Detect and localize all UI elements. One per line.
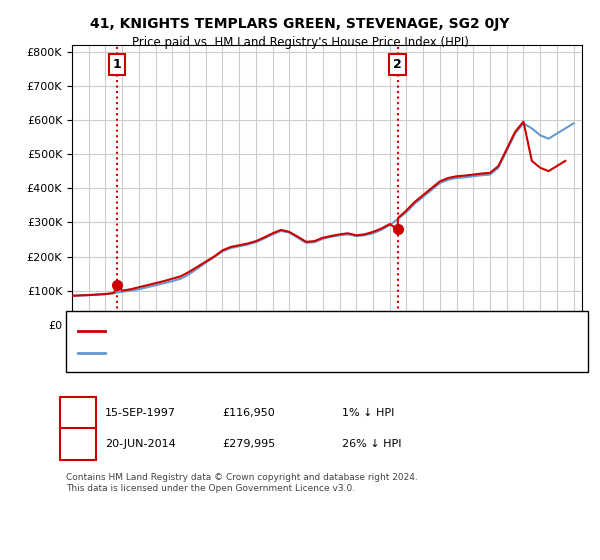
Text: 1: 1 (74, 407, 82, 420)
Text: Contains HM Land Registry data © Crown copyright and database right 2024.
This d: Contains HM Land Registry data © Crown c… (66, 473, 418, 493)
Text: 20-JUN-2014: 20-JUN-2014 (105, 439, 176, 449)
Text: 2: 2 (74, 437, 82, 451)
Text: £116,950: £116,950 (222, 408, 275, 418)
Text: 41, KNIGHTS TEMPLARS GREEN, STEVENAGE, SG2 0JY: 41, KNIGHTS TEMPLARS GREEN, STEVENAGE, S… (90, 17, 510, 31)
Text: 1: 1 (113, 58, 122, 71)
Text: £279,995: £279,995 (222, 439, 275, 449)
Text: 2: 2 (393, 58, 402, 71)
Text: HPI: Average price, detached house, Stevenage: HPI: Average price, detached house, Stev… (108, 348, 341, 358)
Text: 15-SEP-1997: 15-SEP-1997 (105, 408, 176, 418)
Text: 26% ↓ HPI: 26% ↓ HPI (342, 439, 401, 449)
Text: 41, KNIGHTS TEMPLARS GREEN, STEVENAGE, SG2 0JY (detached house): 41, KNIGHTS TEMPLARS GREEN, STEVENAGE, S… (108, 325, 460, 335)
Text: Price paid vs. HM Land Registry's House Price Index (HPI): Price paid vs. HM Land Registry's House … (131, 36, 469, 49)
Text: 1% ↓ HPI: 1% ↓ HPI (342, 408, 394, 418)
